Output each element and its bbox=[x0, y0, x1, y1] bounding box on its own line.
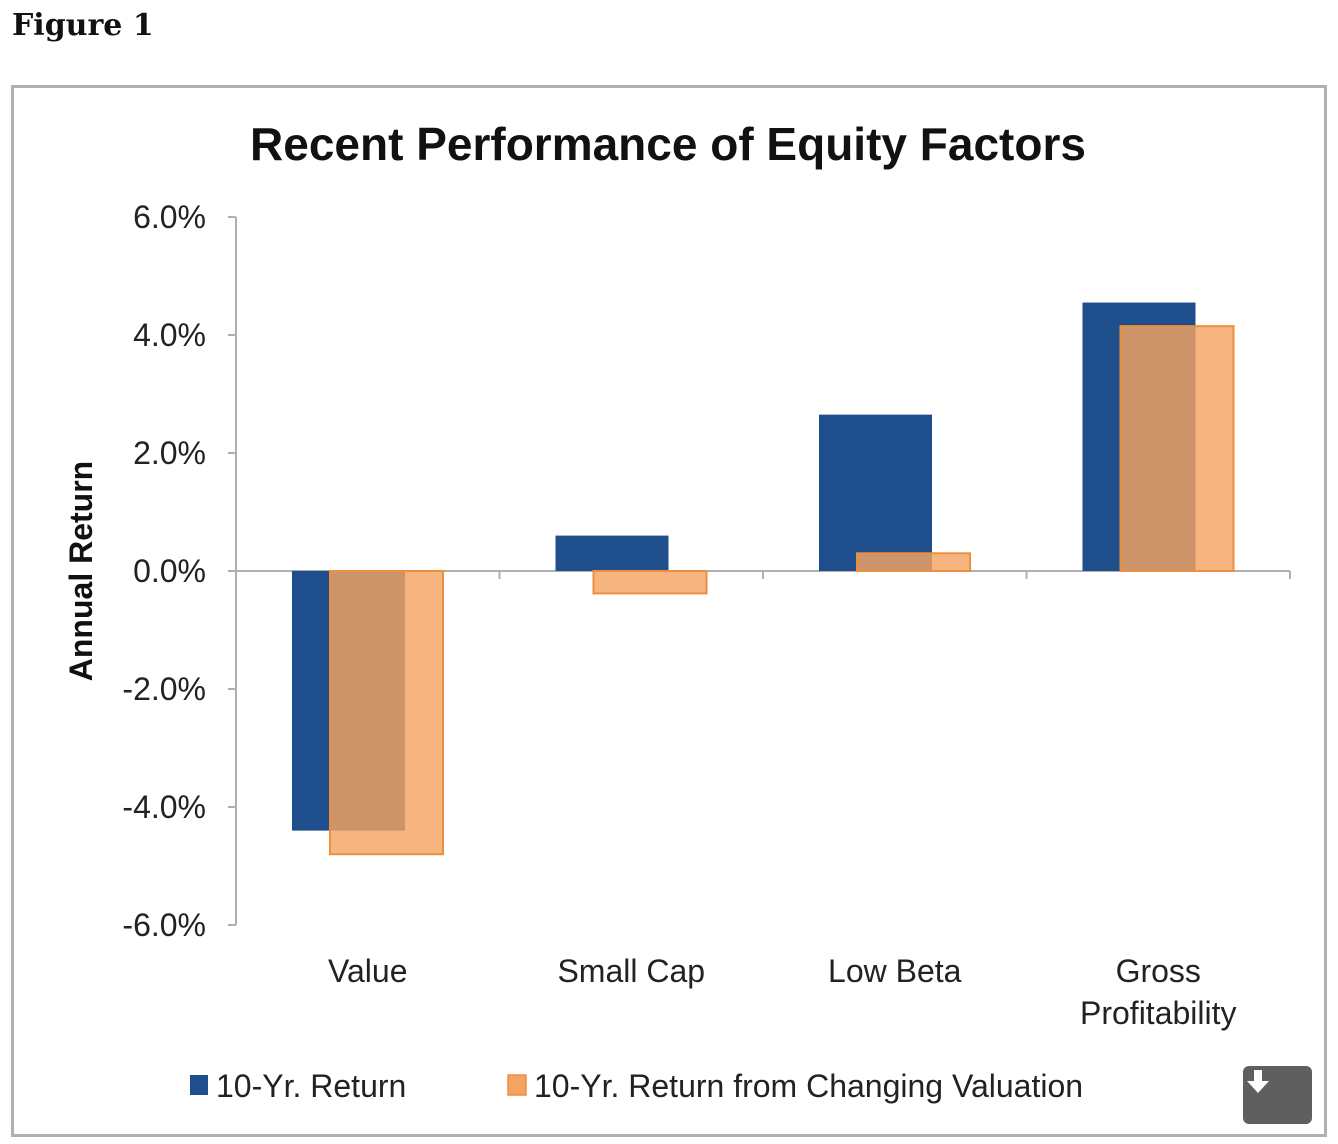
bars bbox=[292, 302, 1235, 856]
bar-series-1 bbox=[819, 414, 932, 571]
chart-title: Recent Performance of Equity Factors bbox=[250, 118, 1086, 170]
bar-series-2 bbox=[1119, 325, 1235, 572]
category-label: Value bbox=[328, 953, 407, 989]
y-tick-label: -4.0% bbox=[122, 789, 206, 825]
figure-label: Figure 1 bbox=[12, 8, 154, 43]
legend-label-2: 10-Yr. Return from Changing Valuation bbox=[534, 1068, 1083, 1104]
bar-series-2 bbox=[592, 570, 708, 595]
category-label: Gross bbox=[1116, 953, 1201, 989]
chart-frame bbox=[11, 85, 1327, 1137]
category-labels: Value Small Cap Low Beta Gross Profitability bbox=[328, 953, 1236, 1031]
legend: 10-Yr. Return 10-Yr. Return from Changing… bbox=[190, 1068, 1083, 1104]
bar-series-1 bbox=[555, 535, 669, 571]
legend-swatch-2 bbox=[507, 1074, 527, 1096]
y-tick-label: -2.0% bbox=[122, 671, 206, 707]
category-label: Profitability bbox=[1080, 995, 1237, 1031]
bar-series-2 bbox=[329, 570, 444, 856]
y-tick-label: 0.0% bbox=[133, 553, 206, 589]
legend-swatch-1 bbox=[190, 1075, 208, 1095]
download-arrow-icon bbox=[1247, 1070, 1269, 1093]
y-axis: 6.0% 4.0% 2.0% 0.0% -2.0% -4.0% -6.0% bbox=[122, 199, 237, 943]
y-axis-label: Annual Return bbox=[63, 461, 99, 681]
category-label: Small Cap bbox=[557, 953, 705, 989]
download-button[interactable] bbox=[1243, 1066, 1312, 1124]
y-tick-label: 2.0% bbox=[133, 435, 206, 471]
bar-series-2 bbox=[856, 552, 971, 572]
y-tick-label: 4.0% bbox=[133, 317, 206, 353]
category-label: Low Beta bbox=[828, 953, 962, 989]
y-tick-label: -6.0% bbox=[122, 907, 206, 943]
y-tick-label: 6.0% bbox=[133, 199, 206, 235]
legend-label-1: 10-Yr. Return bbox=[216, 1068, 406, 1104]
